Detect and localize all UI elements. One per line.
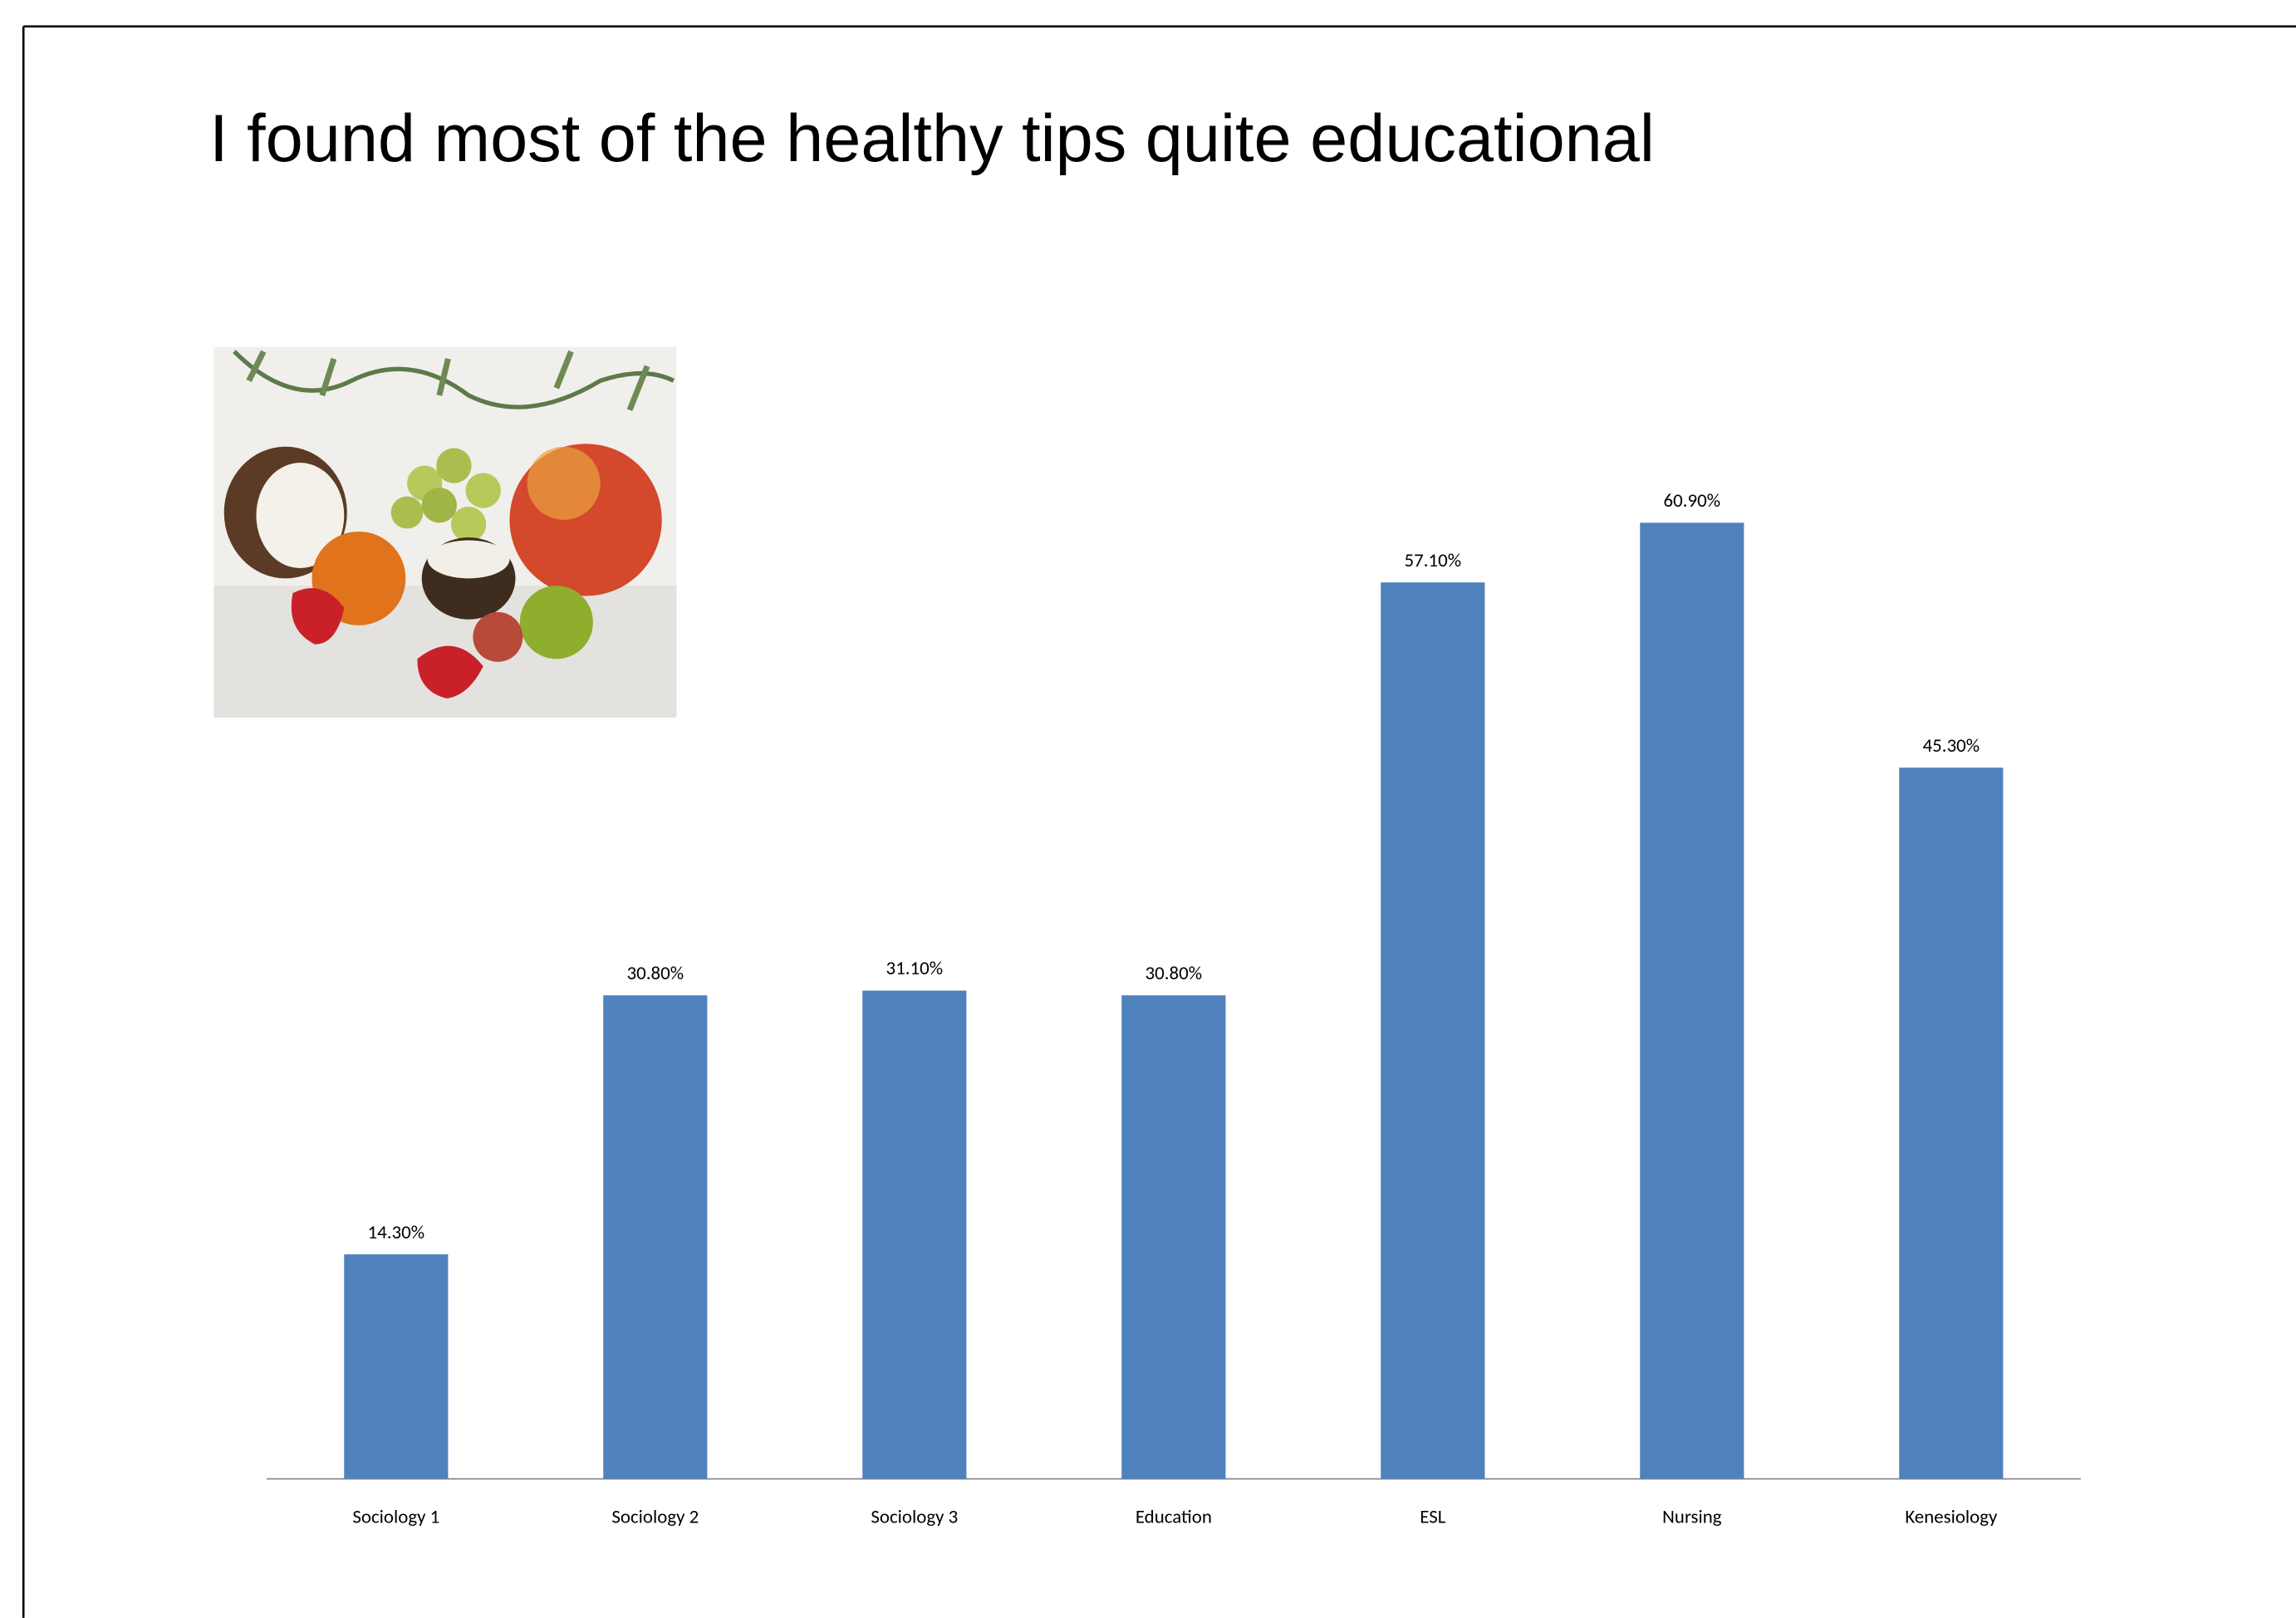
fruit-image (213, 346, 677, 718)
value-label: 57.10% (1405, 549, 1462, 572)
x-tick-label: Sociology 2 (611, 1505, 699, 1528)
value-label: 31.10% (886, 957, 944, 980)
bar (862, 990, 967, 1479)
value-label: 45.30% (1923, 734, 1980, 758)
value-label: 30.80% (1146, 962, 1203, 985)
x-tick-label: ESL (1420, 1505, 1445, 1528)
bar (1899, 767, 2004, 1479)
x-tick-label: Sociology 1 (352, 1505, 439, 1528)
bar (344, 1254, 449, 1479)
bar (1381, 582, 1485, 1479)
value-label: 30.80% (627, 962, 684, 985)
chart-title: I found most of the healthy tips quite e… (209, 101, 1655, 176)
bar (603, 995, 708, 1479)
bar (1121, 995, 1226, 1479)
value-label: 60.90% (1664, 489, 1721, 512)
x-tick-label: Education (1136, 1505, 1212, 1528)
x-tick-label: Nursing (1662, 1505, 1722, 1528)
x-tick-label: Kenesiology (1905, 1505, 1998, 1528)
x-tick-label: Sociology 3 (871, 1505, 958, 1528)
bar (1640, 522, 1744, 1479)
value-label: 14.30% (368, 1221, 425, 1244)
